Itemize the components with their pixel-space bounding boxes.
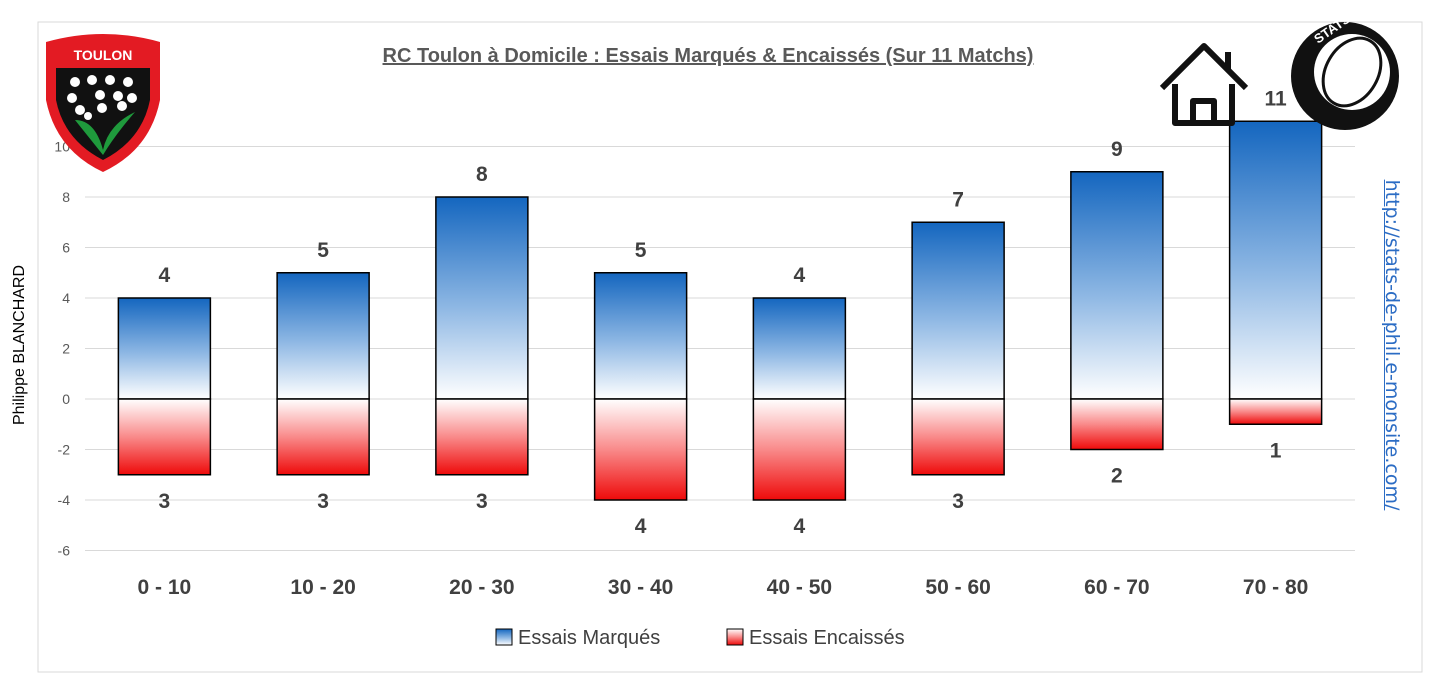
data-label-marques: 8 — [476, 163, 488, 186]
y-tick-label: 6 — [62, 240, 70, 256]
legend-label-encaisses: Essais Encaissés — [749, 627, 905, 649]
chart-title: RC Toulon à Domicile : Essais Marqués & … — [383, 45, 1034, 67]
legend-swatch-encaisses — [726, 628, 744, 646]
bar-encaisses — [1228, 398, 1323, 425]
x-tick-label: 70 - 80 — [1243, 576, 1308, 599]
y-tick-label: 4 — [62, 290, 70, 306]
bar-marques — [276, 272, 370, 400]
legend-label-marques: Essais Marqués — [518, 627, 660, 649]
bar-encaisses — [752, 398, 847, 501]
data-label-encaisses: 4 — [635, 515, 647, 538]
x-tick-label: 0 - 10 — [138, 576, 192, 599]
data-label-marques: 5 — [635, 239, 647, 262]
stats-de-phil-logo: STATS DE PHIL — [1291, 0, 1399, 130]
bar-marques — [117, 297, 212, 400]
bar-marques — [1070, 171, 1164, 400]
x-tick-label: 30 - 40 — [608, 576, 673, 599]
website-link[interactable]: http://stats-de-phil.e-monsite.com/ — [1381, 179, 1403, 511]
data-label-marques: 9 — [1111, 138, 1123, 161]
bar-encaisses — [435, 398, 529, 476]
data-label-encaisses: 1 — [1270, 439, 1282, 462]
legend: Essais Marqués Essais Encaissés — [495, 627, 905, 649]
x-tick-label: 40 - 50 — [767, 576, 832, 599]
y-tick-label: -4 — [58, 492, 71, 508]
y-tick-label: 2 — [62, 341, 70, 357]
data-label-encaisses: 3 — [952, 490, 964, 513]
bar-marques — [435, 196, 529, 400]
bar-encaisses — [593, 398, 688, 501]
bar-encaisses — [1070, 398, 1164, 451]
bar-marques — [752, 297, 847, 400]
chart-frame — [37, 21, 1423, 673]
data-label-encaisses: 3 — [317, 490, 329, 513]
data-label-encaisses: 3 — [476, 490, 488, 513]
data-label-encaisses: 2 — [1111, 465, 1123, 488]
y-tick-label: -2 — [58, 442, 71, 458]
y-axis-title: Philippe BLANCHARD — [11, 265, 28, 425]
bar-encaisses — [276, 398, 370, 476]
data-label-encaisses: 4 — [794, 515, 806, 538]
y-tick-label: 8 — [62, 189, 70, 205]
data-label-marques: 11 — [1265, 87, 1288, 110]
legend-swatch-marques — [495, 628, 513, 646]
x-tick-label: 60 - 70 — [1084, 576, 1149, 599]
x-tick-label: 10 - 20 — [290, 576, 355, 599]
data-label-marques: 4 — [159, 264, 171, 287]
bar-marques — [593, 272, 688, 400]
data-label-marques: 4 — [794, 264, 806, 287]
bar-encaisses — [911, 398, 1005, 476]
y-tick-label: -6 — [58, 543, 71, 559]
bar-marques — [911, 221, 1005, 400]
x-tick-label: 20 - 30 — [449, 576, 514, 599]
data-label-encaisses: 3 — [159, 490, 171, 513]
data-label-marques: 7 — [952, 188, 964, 211]
bar-encaisses — [117, 398, 212, 476]
y-tick-label: 0 — [62, 391, 70, 407]
house-icon — [1159, 43, 1249, 126]
bar-marques — [1228, 120, 1323, 400]
svg-text:TOULON: TOULON — [74, 47, 133, 63]
toulon-logo: TOULON — [46, 34, 160, 172]
x-tick-label: 50 - 60 — [925, 576, 990, 599]
data-label-marques: 5 — [317, 239, 329, 262]
